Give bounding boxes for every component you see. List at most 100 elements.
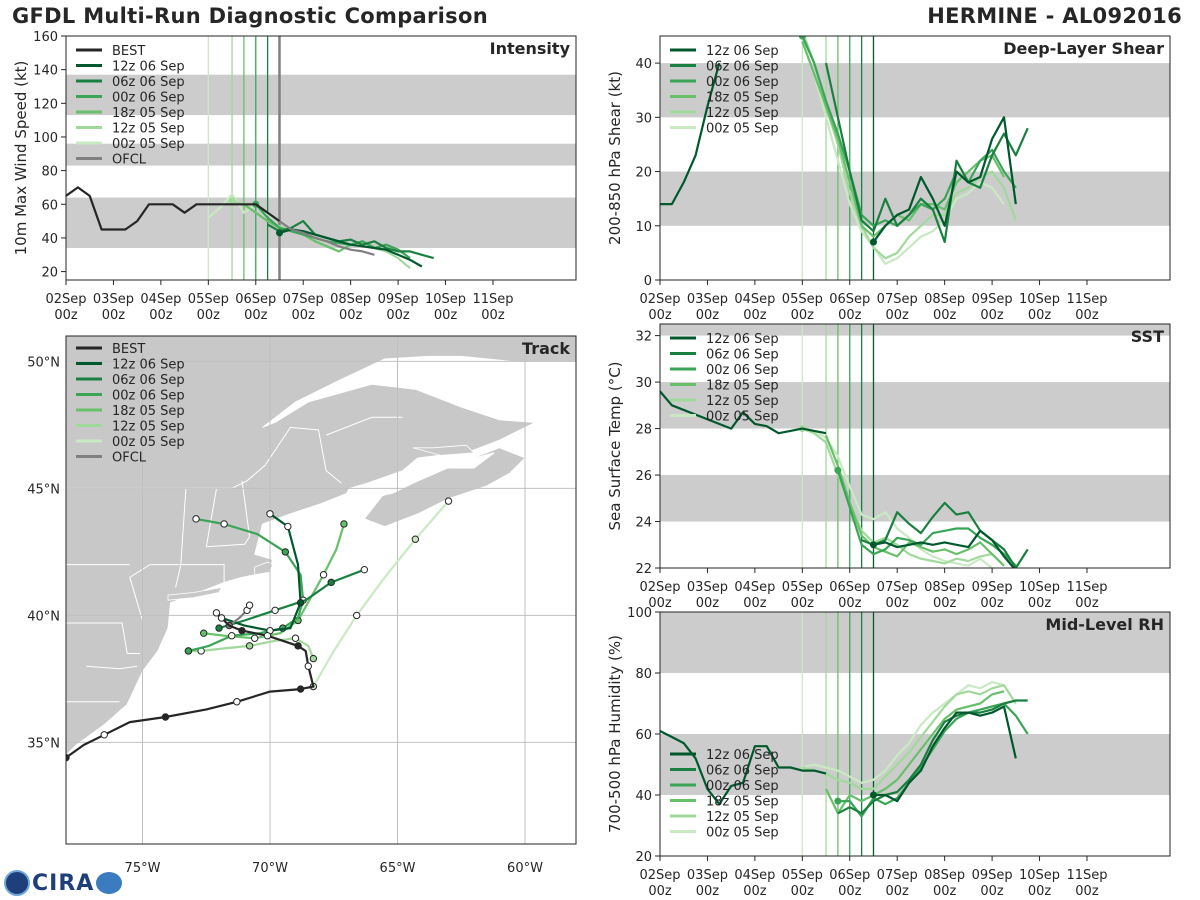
sst-xtick-label: 00z (791, 596, 815, 611)
shear-series-start-marker (798, 36, 806, 40)
shear-legend-label: 18z 05 Sep (706, 91, 779, 106)
track-legend-label: 00z 05 Sep (112, 435, 185, 450)
track-position-marker (184, 647, 193, 655)
intensity-xtick-label: 00z (434, 308, 458, 323)
sst-title: SST (1131, 327, 1164, 346)
track-position-marker (291, 634, 300, 642)
sst-legend-label: 12z 06 Sep (706, 332, 779, 347)
rh-plot-area (660, 612, 1170, 856)
sst-series-line (836, 470, 1017, 567)
rh-xtick-label: 00z (648, 884, 672, 899)
intensity-xtick-label: 00z (54, 308, 78, 323)
intensity-title: Intensity (490, 39, 571, 58)
intensity-series-line (254, 203, 411, 259)
intensity-series-line (66, 186, 281, 231)
rh-series-line (802, 684, 1017, 791)
sst-xtick-label: 05Sep (782, 580, 823, 595)
rh-legend-label: 12z 05 Sep (706, 810, 779, 825)
shear-axes-frame (659, 35, 1171, 281)
intensity-legend-label: 00z 05 Sep (112, 137, 185, 152)
track-position-marker (294, 642, 302, 650)
track-position-marker (281, 548, 289, 556)
rh-xtick-label: 02Sep (639, 868, 680, 883)
rh-band (660, 612, 1170, 673)
shear-title: Deep-Layer Shear (1003, 39, 1164, 58)
shear-legend-label: 06z 06 Sep (706, 60, 779, 75)
sst-ytick-label: 28 (635, 423, 652, 438)
rh-ytick-label: 40 (635, 789, 652, 804)
intensity-xtick-label: 06Sep (235, 292, 276, 307)
track-title: Track (522, 339, 570, 358)
rh-series-start-marker (869, 791, 877, 799)
lat-tick-label: 35°N (27, 736, 60, 751)
rh-xtick-label: 11Sep (1066, 868, 1107, 883)
cira-logo-text: CIRA (32, 870, 95, 896)
intensity-ytick-label: 120 (33, 97, 58, 112)
sst-axes-frame (659, 323, 1171, 569)
shear-xtick-label: 02Sep (639, 292, 680, 307)
sst-xtick-label: 00z (886, 596, 910, 611)
shear-band (660, 63, 1170, 118)
track-panel: 75°W 70°W 65°W 60°W 35°N 40°N 45°N 50°N Track BES… (27, 335, 577, 876)
track-line (218, 568, 365, 630)
track-axes-frame (65, 335, 577, 845)
sst-xtick-label: 11Sep (1066, 580, 1107, 595)
sst-legend-label: 06z 06 Sep (706, 348, 779, 363)
rh-ytick-label: 60 (635, 728, 652, 743)
intensity-xtick-label: 08Sep (330, 292, 371, 307)
track-position-marker (100, 731, 108, 739)
rh-series-start-marker (834, 797, 842, 805)
track-legend-label: 18z 05 Sep (112, 404, 185, 419)
sst-series-line (824, 435, 1005, 567)
rh-xtick-label: 09Sep (972, 868, 1013, 883)
intensity-ytick-label: 60 (41, 198, 58, 213)
rh-ytick-label: 80 (635, 667, 652, 682)
track-position-marker (296, 685, 305, 693)
rh-series-line (873, 705, 1017, 803)
rh-series-line (802, 680, 1005, 784)
sst-xtick-label: 03Sep (687, 580, 728, 595)
state-border (206, 536, 251, 548)
shear-series-line (872, 116, 1017, 243)
rh-ytick-label: 20 (635, 850, 652, 865)
intensity-legend-label: 00z 06 Sep (112, 91, 185, 106)
track-position-marker (411, 535, 420, 543)
track-legend-label: 00z 06 Sep (112, 389, 185, 404)
track-position-marker (215, 624, 223, 632)
intensity-ytick-label: 100 (33, 131, 58, 146)
track-position-marker (284, 522, 292, 531)
shear-series-line (801, 41, 1005, 265)
rh-xtick-label: 06Sep (829, 868, 870, 883)
track-position-marker (200, 629, 208, 637)
track-position-marker (238, 626, 246, 635)
track-position-marker (360, 565, 369, 574)
sst-xtick-label: 00z (1028, 596, 1052, 611)
track-position-marker (340, 520, 348, 528)
rh-xtick-label: 00z (1075, 884, 1099, 899)
water-bay-of-fundy (345, 480, 415, 500)
state-border (86, 665, 138, 670)
track-position-marker (228, 632, 236, 640)
state-border (325, 416, 403, 436)
rh-legend-label: 00z 06 Sep (706, 779, 779, 794)
sst-series-line (861, 501, 1029, 568)
figure-title-right: HERMINE - AL092016 (927, 4, 1182, 28)
rh-series-line (825, 690, 1005, 815)
shear-xtick-label: 07Sep (877, 292, 918, 307)
track-position-marker (296, 599, 305, 607)
track-position-marker (161, 713, 170, 721)
intensity-xtick-label: 07Sep (283, 292, 324, 307)
track-legend-label: 12z 05 Sep (112, 420, 185, 435)
track-position-marker (66, 753, 70, 762)
sst-xtick-label: 07Sep (877, 580, 918, 595)
shear-xtick-label: 00z (980, 308, 1004, 323)
sst-band (660, 475, 1170, 522)
track-position-marker (212, 609, 221, 617)
shear-xtick-label: 05Sep (782, 292, 823, 307)
track-position-marker (309, 654, 318, 663)
shear-ytick-label: 20 (635, 166, 652, 181)
rh-xtick-label: 10Sep (1019, 868, 1060, 883)
track-legend-label: 12z 06 Sep (112, 358, 185, 373)
